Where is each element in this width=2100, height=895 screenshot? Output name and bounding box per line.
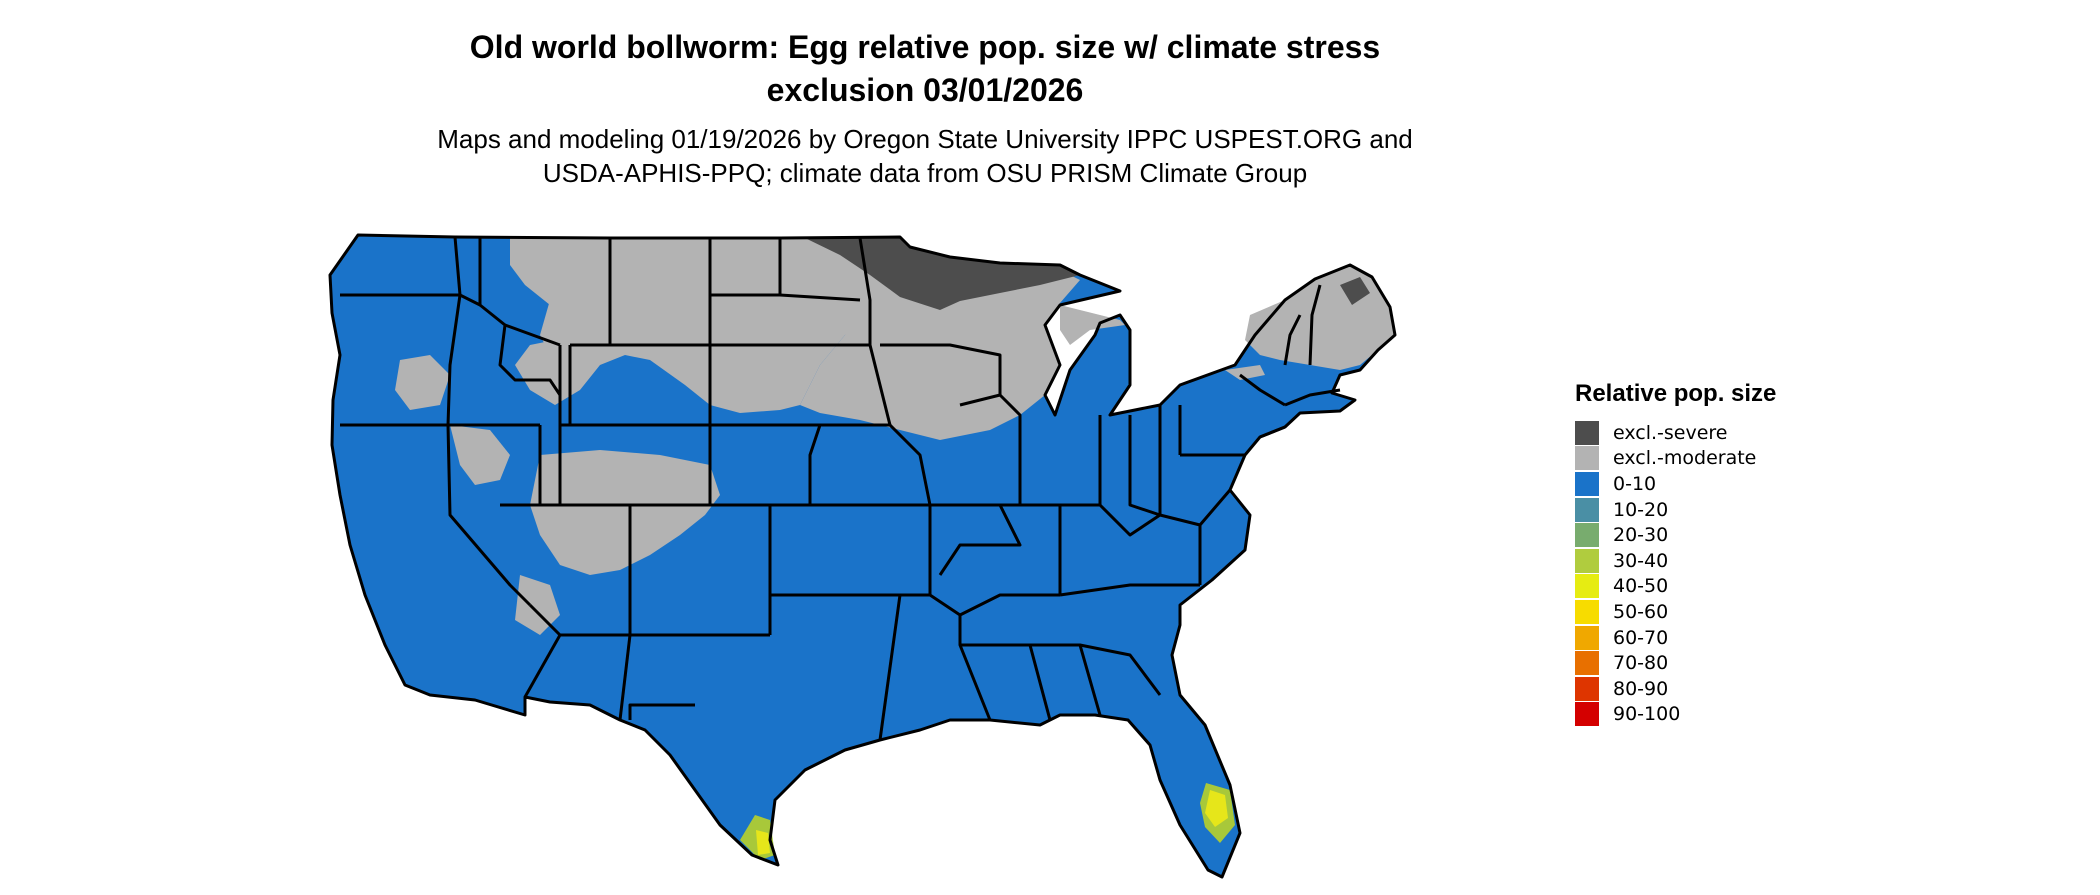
legend-swatch bbox=[1575, 574, 1599, 599]
legend-item: 30-40 bbox=[1575, 548, 1776, 574]
us-map bbox=[328, 233, 1397, 879]
legend-label: excl.-severe bbox=[1613, 421, 1728, 444]
legend-swatch bbox=[1575, 676, 1599, 701]
legend-item: 50-60 bbox=[1575, 599, 1776, 625]
legend-label: 60-70 bbox=[1613, 626, 1669, 649]
state-borders bbox=[328, 233, 1397, 879]
legend-label: 30-40 bbox=[1613, 549, 1669, 572]
legend-label: 40-50 bbox=[1613, 575, 1669, 598]
map-subtitle-line1: Maps and modeling 01/19/2026 by Oregon S… bbox=[437, 124, 1413, 154]
excl-severe-regions bbox=[805, 237, 1370, 310]
legend-item: 90-100 bbox=[1575, 702, 1776, 728]
legend-item: 20-30 bbox=[1575, 522, 1776, 548]
legend-item: 70-80 bbox=[1575, 650, 1776, 676]
legend-swatch bbox=[1575, 599, 1599, 624]
legend-swatch bbox=[1575, 702, 1599, 727]
us-outline bbox=[330, 235, 1395, 877]
map-subtitle-line2: USDA-APHIS-PPQ; climate data from OSU PR… bbox=[542, 158, 1308, 188]
map-title-line1: Old world bollworm: Egg relative pop. si… bbox=[469, 29, 1381, 65]
legend: Relative pop. size excl.-severe excl.-mo… bbox=[1575, 380, 1776, 727]
legend-item: 60-70 bbox=[1575, 625, 1776, 651]
legend-item: excl.-severe bbox=[1575, 420, 1776, 446]
legend-swatch bbox=[1575, 548, 1599, 573]
legend-item: 80-90 bbox=[1575, 676, 1776, 702]
legend-label: 10-20 bbox=[1613, 498, 1669, 521]
high-suitability-regions bbox=[740, 783, 1235, 860]
legend-item: 40-50 bbox=[1575, 574, 1776, 600]
legend-label: 0-10 bbox=[1613, 472, 1657, 495]
legend-label: 50-60 bbox=[1613, 600, 1669, 623]
legend-item: excl.-moderate bbox=[1575, 446, 1776, 472]
legend-swatch bbox=[1575, 471, 1599, 496]
legend-label: 80-90 bbox=[1613, 677, 1669, 700]
map-subtitle: Maps and modeling 01/19/2026 by Oregon S… bbox=[300, 122, 1550, 190]
legend-swatch bbox=[1575, 497, 1599, 522]
legend-swatch bbox=[1575, 651, 1599, 676]
legend-label: excl.-moderate bbox=[1613, 447, 1757, 470]
legend-item: 10-20 bbox=[1575, 497, 1776, 523]
legend-swatch bbox=[1575, 420, 1599, 445]
legend-title: Relative pop. size bbox=[1575, 380, 1777, 407]
legend-swatch bbox=[1575, 446, 1599, 471]
legend-swatch bbox=[1575, 625, 1599, 650]
legend-swatch bbox=[1575, 523, 1599, 548]
legend-label: 20-30 bbox=[1613, 524, 1669, 547]
legend-label: 90-100 bbox=[1613, 703, 1681, 726]
map-title-line2: exclusion 03/01/2026 bbox=[766, 72, 1084, 108]
map-title: Old world bollworm: Egg relative pop. si… bbox=[300, 26, 1550, 112]
legend-label: 70-80 bbox=[1613, 652, 1669, 675]
legend-item: 0-10 bbox=[1575, 471, 1776, 497]
